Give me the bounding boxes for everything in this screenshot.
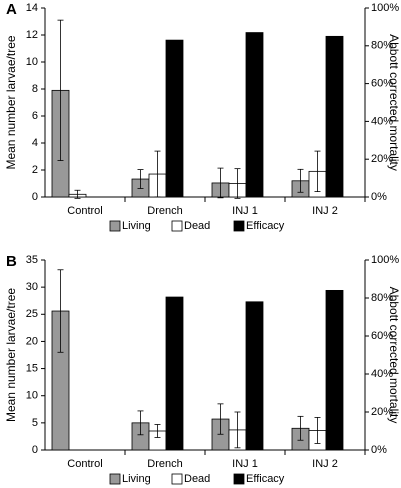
y-tick-label: 10 [26,390,38,402]
y-tick-label: 25 [26,308,38,320]
error-bar [57,269,64,353]
bar [245,301,264,451]
error-bar [297,415,304,441]
y2-tick-label: 80% [371,292,393,304]
error-bar [57,19,64,161]
error-bar [154,424,161,438]
y-tick-label: 6 [32,110,38,122]
x-tick-label: Control [67,205,102,217]
error-bar [137,410,144,436]
y2-tick-label: 100% [371,254,399,266]
legend-swatch [171,220,183,232]
error-bar [217,403,224,435]
y2-tick-label: 60% [371,78,393,90]
error-bar [154,150,161,198]
legend-label: Dead [184,473,210,485]
error-bar [217,167,224,199]
panel-label: A [6,1,17,18]
legend-swatch [109,473,121,485]
y-tick-label: 35 [26,254,38,266]
y-tick-label: 20 [26,335,38,347]
x-tick-label: INJ 1 [232,205,258,217]
x-tick-label: INJ 2 [312,205,338,217]
y-tick-label: 15 [26,362,38,374]
y2-tick-label: 20% [371,153,393,165]
error-bar [74,189,81,199]
error-bar [137,169,144,189]
y2-tick-label: 100% [371,2,399,14]
error-bar [314,417,321,444]
x-tick-label: Control [67,458,102,470]
legend-label: Efficacy [246,220,285,232]
x-tick-label: Drench [147,458,182,470]
bar [325,35,344,198]
y2-tick-label: 0% [371,444,387,456]
y-tick-label: 12 [26,29,38,41]
legend-swatch [171,473,183,485]
x-tick-label: INJ 2 [312,458,338,470]
y-axis-label: Mean number larvae/tree [4,35,18,169]
legend-swatch [109,220,121,232]
y2-axis-label: Abbott corrected mortality [387,287,401,424]
y2-tick-label: 40% [371,368,393,380]
y2-tick-label: 40% [371,115,393,127]
y-tick-label: 4 [32,137,38,149]
y2-tick-label: 0% [371,191,387,203]
error-bar [314,150,321,193]
y-tick-label: 2 [32,164,38,176]
x-tick-label: Drench [147,205,182,217]
legend-label: Dead [184,220,210,232]
y-tick-label: 30 [26,281,38,293]
y2-axis-label: Abbott corrected mortality [387,34,401,171]
y-tick-label: 5 [32,417,38,429]
error-bar [234,168,241,199]
legend-label: Efficacy [246,473,285,485]
panel-label: B [6,253,17,270]
y2-tick-label: 80% [371,40,393,52]
legend-swatch [233,473,245,485]
bar [245,32,264,198]
legend-label: Living [122,220,151,232]
error-bar [297,168,304,193]
y2-tick-label: 60% [371,330,393,342]
y2-tick-label: 20% [371,406,393,418]
bar [165,39,184,198]
y-tick-label: 8 [32,83,38,95]
x-tick-label: INJ 1 [232,458,258,470]
y-tick-label: 0 [32,444,38,456]
y-tick-label: 14 [26,2,38,14]
legend-swatch [233,220,245,232]
y-tick-label: 10 [26,56,38,68]
bar [165,296,184,451]
legend-label: Living [122,473,151,485]
y-axis-label: Mean number larvae/tree [4,288,18,422]
y-tick-label: 0 [32,191,38,203]
bar [325,289,344,451]
error-bar [234,411,241,449]
